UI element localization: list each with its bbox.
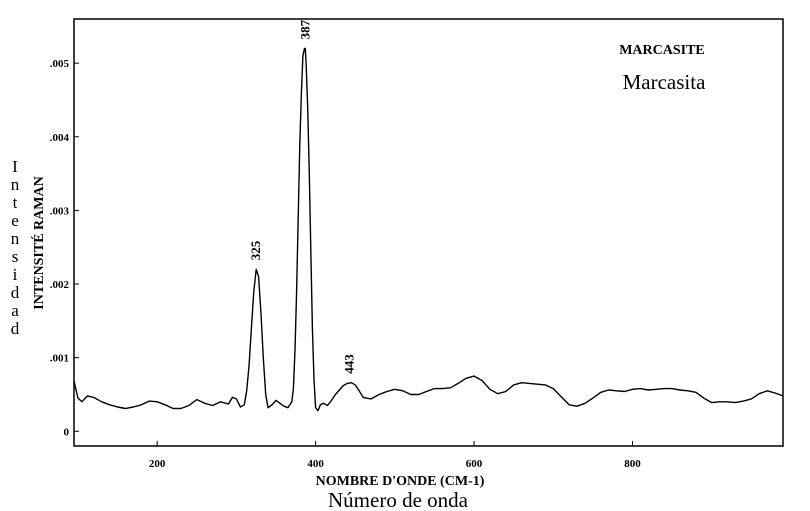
plot-frame (73, 18, 784, 447)
y-subtitle-letter: s (12, 247, 19, 266)
y-subtitle-letter: e (11, 211, 19, 230)
y-subtitle-letter: d (11, 283, 20, 302)
chart-subtitle: Marcasita (623, 70, 706, 94)
y-axis-ticks: 0 .001 .002 .003 .004 .005 (50, 58, 79, 438)
x-tick-label: 200 (149, 458, 166, 470)
x-axis-ticks: 200 400 600 800 (149, 441, 641, 470)
y-subtitle-letter: d (11, 319, 20, 338)
peak-label-387: 387 (297, 19, 312, 39)
y-subtitle-letter: n (11, 175, 20, 194)
x-tick-label: 400 (307, 458, 324, 470)
y-subtitle-letter: I (12, 157, 18, 176)
y-tick-label: .003 (50, 205, 70, 217)
x-tick-label: 600 (466, 458, 483, 470)
peak-annotations: 325 387 443 (248, 19, 357, 373)
y-subtitle-letter: a (11, 301, 19, 320)
peak-label-325: 325 (248, 240, 263, 260)
spectrum-line (73, 47, 784, 412)
y-subtitle-letter: n (11, 229, 20, 248)
y-axis-title: INTENSITÉ RAMAN (30, 176, 47, 309)
y-tick-label: 0 (64, 426, 70, 438)
chart-title: MARCASITE (619, 43, 705, 58)
y-tick-label: .004 (50, 132, 70, 144)
y-subtitle-letter: i (13, 265, 18, 284)
x-tick-label: 800 (624, 458, 641, 470)
y-tick-label: .001 (50, 353, 69, 365)
x-axis-subtitle: Número de onda (328, 488, 469, 511)
y-subtitle-letter: t (13, 193, 18, 212)
x-axis-title: NOMBRE D'ONDE (CM-1) (316, 474, 485, 489)
peak-label-443: 443 (342, 354, 357, 374)
y-tick-label: .005 (50, 58, 70, 70)
y-tick-label: .002 (50, 279, 70, 291)
